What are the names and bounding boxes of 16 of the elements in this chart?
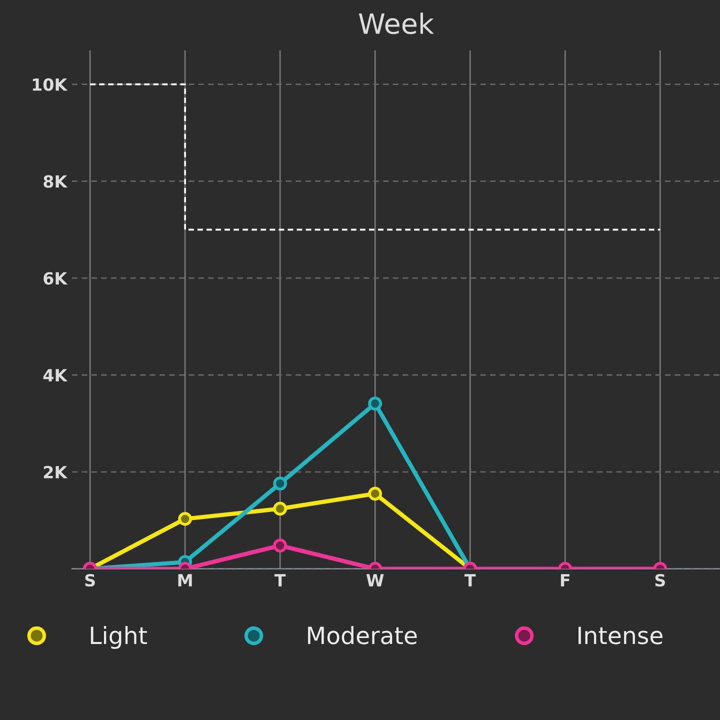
y-tick-label: 2K bbox=[44, 466, 68, 478]
y-tick-label: 6K bbox=[44, 272, 68, 285]
y-tick-label: 8K bbox=[44, 175, 68, 188]
x-tick-label: F bbox=[560, 574, 570, 586]
x-tick-label: S bbox=[85, 574, 95, 587]
y-tick-label: 4K bbox=[43, 369, 68, 382]
chart-title: Week bbox=[358, 12, 434, 34]
x-tick-label: S bbox=[655, 574, 665, 587]
legend-label: Moderate bbox=[308, 626, 417, 644]
x-tick-label: W bbox=[366, 574, 384, 586]
y-tick-label: 10K bbox=[32, 78, 68, 91]
legend-label: Light bbox=[90, 626, 147, 649]
x-tick-label: M bbox=[178, 574, 192, 586]
x-tick-label: T bbox=[464, 574, 476, 586]
x-tick-label: T bbox=[274, 574, 286, 586]
legend-label: Intense bbox=[578, 626, 662, 644]
